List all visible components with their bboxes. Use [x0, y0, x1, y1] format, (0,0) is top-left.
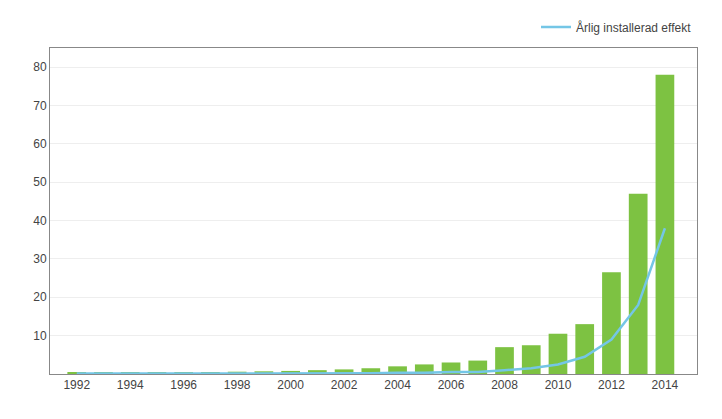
svg-text:40: 40: [33, 214, 47, 228]
svg-text:2002: 2002: [331, 378, 358, 392]
svg-text:80: 80: [33, 60, 47, 74]
svg-text:Årlig installerad effekt: Årlig installerad effekt: [576, 20, 691, 35]
svg-text:1994: 1994: [117, 378, 144, 392]
svg-text:60: 60: [33, 137, 47, 151]
svg-text:2000: 2000: [277, 378, 304, 392]
svg-text:1998: 1998: [224, 378, 251, 392]
svg-text:2004: 2004: [384, 378, 411, 392]
svg-text:10: 10: [33, 329, 47, 343]
svg-text:30: 30: [33, 252, 47, 266]
svg-text:1996: 1996: [170, 378, 197, 392]
svg-text:2006: 2006: [438, 378, 465, 392]
svg-text:2012: 2012: [598, 378, 625, 392]
svg-text:20: 20: [33, 290, 47, 304]
svg-text:1992: 1992: [63, 378, 90, 392]
svg-text:2008: 2008: [491, 378, 518, 392]
svg-text:70: 70: [33, 99, 47, 113]
svg-text:2010: 2010: [545, 378, 572, 392]
svg-text:50: 50: [33, 175, 47, 189]
svg-text:2014: 2014: [652, 378, 679, 392]
